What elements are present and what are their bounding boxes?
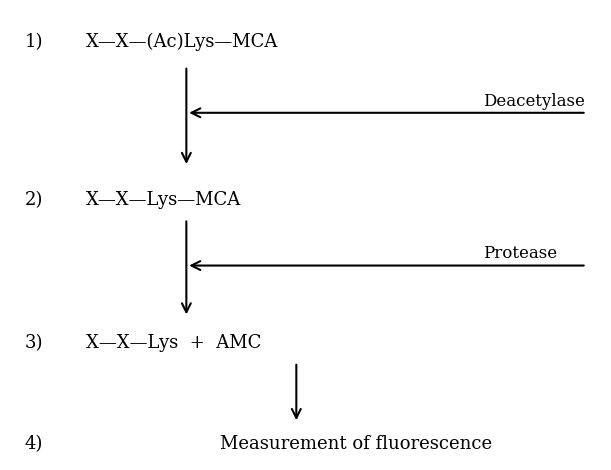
Text: Deacetylase: Deacetylase — [483, 93, 585, 110]
Text: 3): 3) — [24, 334, 43, 352]
Text: Protease: Protease — [483, 245, 557, 262]
Text: 4): 4) — [24, 435, 43, 453]
Text: X—X—Lys  +  AMC: X—X—Lys + AMC — [86, 334, 261, 352]
Text: X—X—Lys—MCA: X—X—Lys—MCA — [86, 191, 241, 209]
Text: 2): 2) — [24, 191, 43, 209]
Text: Measurement of fluorescence: Measurement of fluorescence — [220, 435, 492, 453]
Text: 1): 1) — [24, 33, 43, 51]
Text: X—X—(Ac)Lys—MCA: X—X—(Ac)Lys—MCA — [86, 33, 278, 51]
